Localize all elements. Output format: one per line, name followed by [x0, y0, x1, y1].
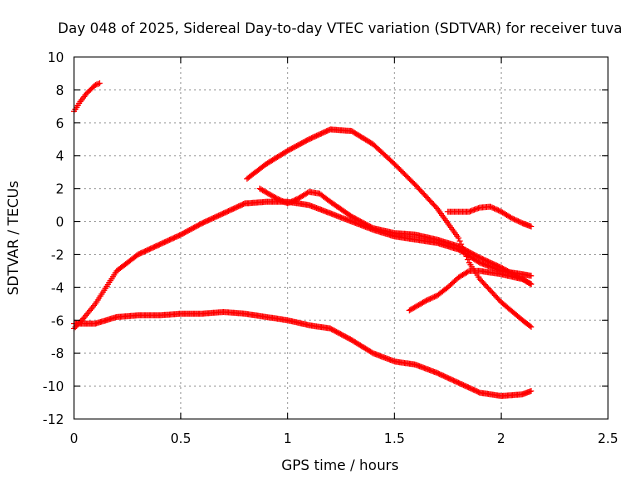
series-sat-c	[71, 309, 535, 399]
series-sat-a	[71, 80, 103, 115]
y-tick-label: 6	[56, 117, 64, 132]
series-sat-e	[256, 185, 535, 288]
y-tick-label: 2	[56, 183, 64, 198]
y-tick-label: -8	[51, 347, 64, 362]
y-tick-label: 10	[47, 51, 64, 66]
x-tick-label: 2	[497, 432, 505, 447]
y-tick-label: -10	[43, 380, 64, 395]
series-sat-b	[71, 198, 535, 332]
x-axis-title: GPS time / hours	[281, 458, 398, 474]
x-tick-label: 1.5	[384, 432, 405, 447]
chart-title: Day 048 of 2025, Sidereal Day-to-day VTE…	[58, 21, 622, 37]
y-tick-label: -4	[51, 281, 64, 296]
series-sat-f	[406, 267, 535, 314]
plus-markers	[71, 80, 103, 115]
y-tick-label: 0	[56, 216, 64, 231]
x-tick-label: 2.5	[598, 432, 619, 447]
x-tick-label: 1	[283, 432, 291, 447]
y-tick-label: -2	[51, 248, 64, 263]
x-tick-label: 0	[70, 432, 78, 447]
y-axis-title: SDTVAR / TECUs	[6, 181, 22, 296]
plot-frame	[73, 56, 609, 420]
x-tick-label: 0.5	[170, 432, 191, 447]
series-sat-g	[444, 203, 535, 230]
plus-markers	[406, 267, 535, 314]
plus-markers	[71, 309, 535, 399]
grid	[74, 57, 608, 419]
y-tick-labels: -12 -10 -8 -6 -4 -2 0 2 4 6 8 10	[43, 51, 64, 428]
plus-markers	[444, 203, 535, 230]
data-series	[71, 80, 535, 399]
axis-ticks	[73, 56, 609, 420]
x-tick-labels: 0 0.5 1 1.5 2 2.5	[70, 432, 618, 447]
plus-markers	[71, 198, 535, 332]
y-tick-label: -6	[51, 314, 64, 329]
y-tick-label: 8	[56, 84, 64, 99]
plus-markers	[256, 185, 535, 288]
y-tick-label: -12	[43, 413, 64, 428]
series-sat-d	[244, 126, 535, 330]
y-tick-label: 4	[56, 150, 64, 165]
plus-markers	[244, 126, 535, 330]
